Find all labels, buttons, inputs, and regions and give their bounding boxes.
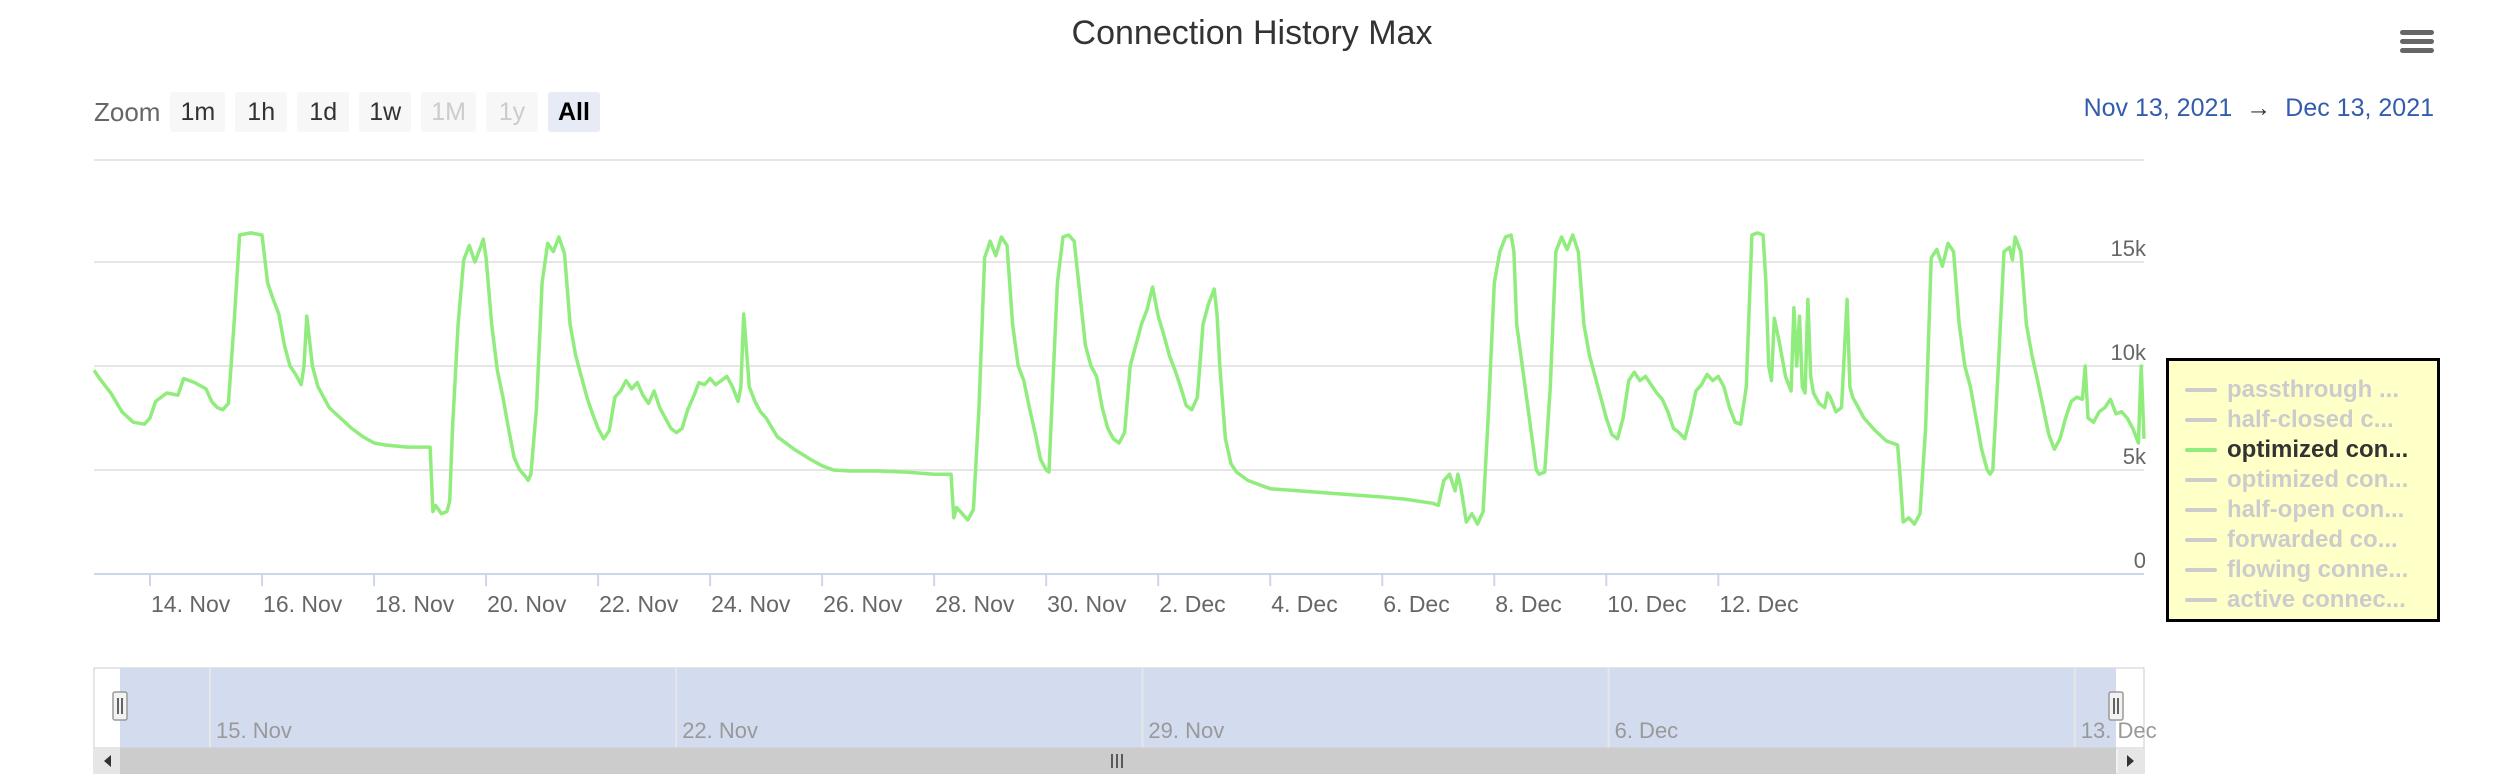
- x-tick-label: 18. Nov: [375, 591, 455, 617]
- navigator[interactable]: 15. Nov 22. Nov 29. Nov 6. Dec 13. Dec: [93, 667, 2157, 749]
- grid-layer: [94, 159, 2144, 575]
- x-tick-label: 20. Nov: [487, 591, 567, 617]
- zoom-1m-button[interactable]: 1m: [170, 92, 226, 132]
- y-tick-label: 0: [2134, 548, 2146, 573]
- x-tick-label: 6. Dec: [1383, 591, 1449, 617]
- legend-line-icon: [2185, 418, 2217, 422]
- navigator-left-handle[interactable]: [112, 691, 128, 721]
- scroll-left-button[interactable]: [94, 748, 120, 774]
- legend-label: optimized con...: [2227, 436, 2409, 463]
- range-from-input[interactable]: Nov 13, 2021: [2083, 94, 2233, 122]
- legend-item[interactable]: passthrough ...: [2169, 375, 2437, 405]
- x-tick-label: 12. Dec: [1719, 591, 1798, 617]
- scrollbar[interactable]: [93, 747, 2145, 774]
- legend-line-icon: [2185, 568, 2217, 572]
- legend-line-icon: [2185, 448, 2217, 452]
- x-tick-label: 10. Dec: [1607, 591, 1686, 617]
- navigator-grid: [209, 668, 2076, 748]
- x-tick-label: 8. Dec: [1495, 591, 1561, 617]
- legend: passthrough ... half-closed c... optimized…: [2166, 358, 2440, 622]
- x-axis-ticks: [149, 574, 1720, 586]
- navigator-mask: [120, 668, 2116, 748]
- y-tick-label: 5k: [2123, 444, 2147, 469]
- x-tick-label: 30. Nov: [1047, 591, 1127, 617]
- x-tick-label: 2. Dec: [1159, 591, 1225, 617]
- navigator-right-handle[interactable]: [2108, 691, 2124, 721]
- zoom-1w-button[interactable]: 1w: [359, 92, 412, 132]
- zoom-label: Zoom: [94, 96, 161, 127]
- zoom-1h-button[interactable]: 1h: [235, 92, 288, 132]
- navigator-label: 13. Dec: [2081, 718, 2157, 743]
- zoom-all-button[interactable]: All: [547, 92, 600, 132]
- series-layer: [92, 231, 2146, 526]
- legend-item[interactable]: half-closed c...: [2169, 405, 2437, 435]
- hamburger-menu-icon[interactable]: [2398, 22, 2438, 62]
- x-tick-label: 4. Dec: [1271, 591, 1337, 617]
- zoom-1d-button[interactable]: 1d: [297, 92, 350, 132]
- y-tick-label: 15k: [2111, 236, 2147, 261]
- legend-item[interactable]: optimized con...: [2169, 465, 2437, 495]
- range-arrow: →: [2246, 94, 2272, 122]
- legend-line-icon: [2185, 508, 2217, 512]
- x-tick-label: 22. Nov: [599, 591, 679, 617]
- legend-label: passthrough ...: [2227, 376, 2400, 403]
- navigator-label: 29. Nov: [1148, 718, 1224, 743]
- series-line-optimized-connections: [92, 231, 2146, 526]
- navigator-labels: 15. Nov 22. Nov 29. Nov 6. Dec 13. Dec: [216, 718, 2157, 743]
- navigator-label: 6. Dec: [1615, 718, 1679, 743]
- scroll-right-button[interactable]: [2118, 748, 2144, 774]
- legend-line-icon: [2185, 598, 2217, 602]
- x-axis-labels: 14. Nov 16. Nov 18. Nov 20. Nov 22. Nov 24. N…: [151, 591, 1799, 617]
- scrollbar-thumb: [120, 748, 2116, 774]
- legend-item[interactable]: flowing conne...: [2169, 555, 2437, 585]
- x-tick-label: 26. Nov: [823, 591, 903, 617]
- legend-label: optimized con...: [2227, 466, 2409, 493]
- navigator-label: 22. Nov: [682, 718, 758, 743]
- legend-label: half-open con...: [2227, 496, 2405, 523]
- legend-line-icon: [2185, 388, 2217, 392]
- legend-item[interactable]: forwarded co...: [2169, 525, 2437, 555]
- legend-label: active connec...: [2227, 586, 2406, 613]
- legend-label: half-closed c...: [2227, 406, 2394, 433]
- x-tick-label: 14. Nov: [151, 591, 231, 617]
- y-tick-label: 10k: [2111, 340, 2147, 365]
- navigator-label: 15. Nov: [216, 718, 292, 743]
- zoom-1M-button: 1M: [421, 92, 476, 132]
- legend-label: forwarded co...: [2227, 526, 2398, 553]
- y-axis-labels: 0 5k 10k 15k: [2111, 236, 2147, 573]
- range-to-input[interactable]: Dec 13, 2021: [2285, 94, 2434, 122]
- legend-label: flowing conne...: [2227, 556, 2409, 583]
- chart-title: Connection History Max: [1071, 14, 1433, 52]
- legend-item[interactable]: active connec...: [2169, 585, 2437, 615]
- legend-item[interactable]: half-open con...: [2169, 495, 2437, 525]
- x-tick-label: 24. Nov: [711, 591, 791, 617]
- zoom-bar: Zoom 1m 1h 1d 1w 1M 1y All: [94, 90, 610, 134]
- date-range: Nov 13, 2021 → Dec 13, 2021: [2084, 94, 2434, 123]
- legend-item[interactable]: optimized con...: [2169, 435, 2437, 465]
- x-tick-label: 16. Nov: [263, 591, 343, 617]
- zoom-1y-button: 1y: [485, 92, 538, 132]
- x-tick-label: 28. Nov: [935, 591, 1015, 617]
- legend-line-icon: [2185, 538, 2217, 542]
- legend-line-icon: [2185, 478, 2217, 482]
- scrollbar-grip-icon: [1111, 754, 1123, 768]
